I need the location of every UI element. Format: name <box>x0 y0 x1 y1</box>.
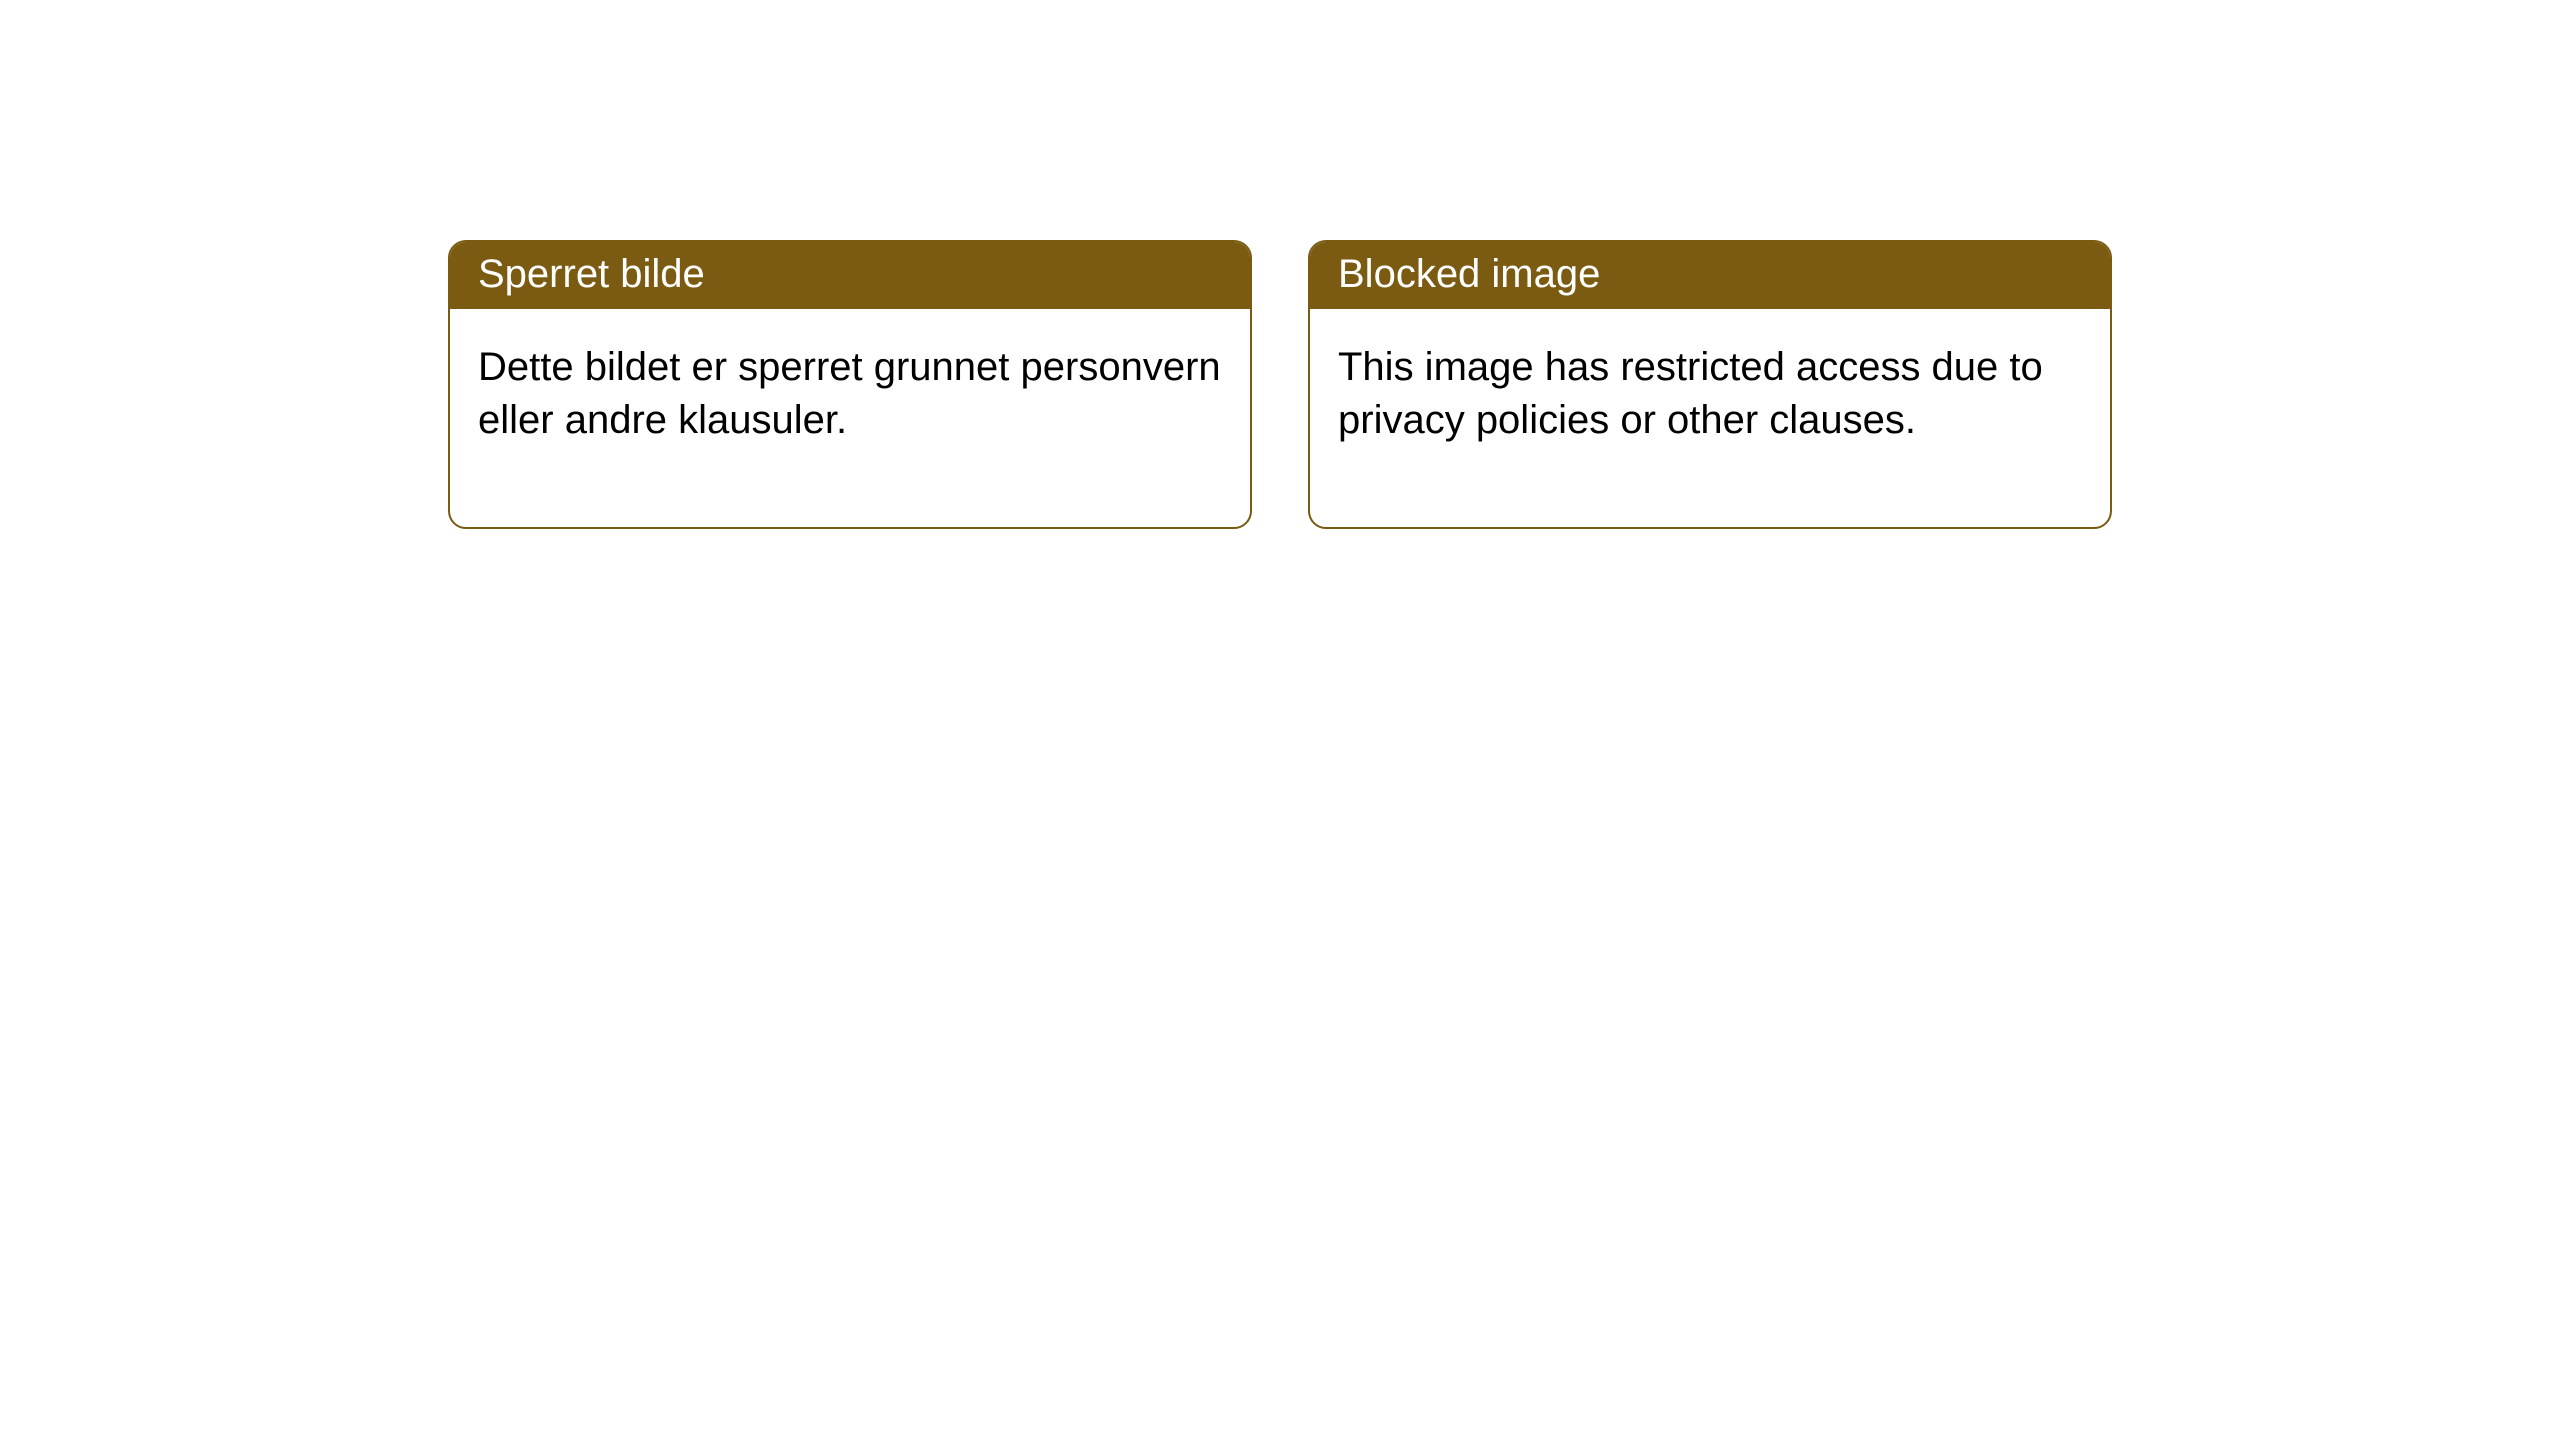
notice-card-english: Blocked image This image has restricted … <box>1308 240 2112 529</box>
notice-container: Sperret bilde Dette bildet er sperret gr… <box>448 240 2112 529</box>
notice-card-norwegian: Sperret bilde Dette bildet er sperret gr… <box>448 240 1252 529</box>
notice-title: Blocked image <box>1310 242 2110 309</box>
notice-body: This image has restricted access due to … <box>1310 309 2110 527</box>
notice-body: Dette bildet er sperret grunnet personve… <box>450 309 1250 527</box>
notice-title: Sperret bilde <box>450 242 1250 309</box>
